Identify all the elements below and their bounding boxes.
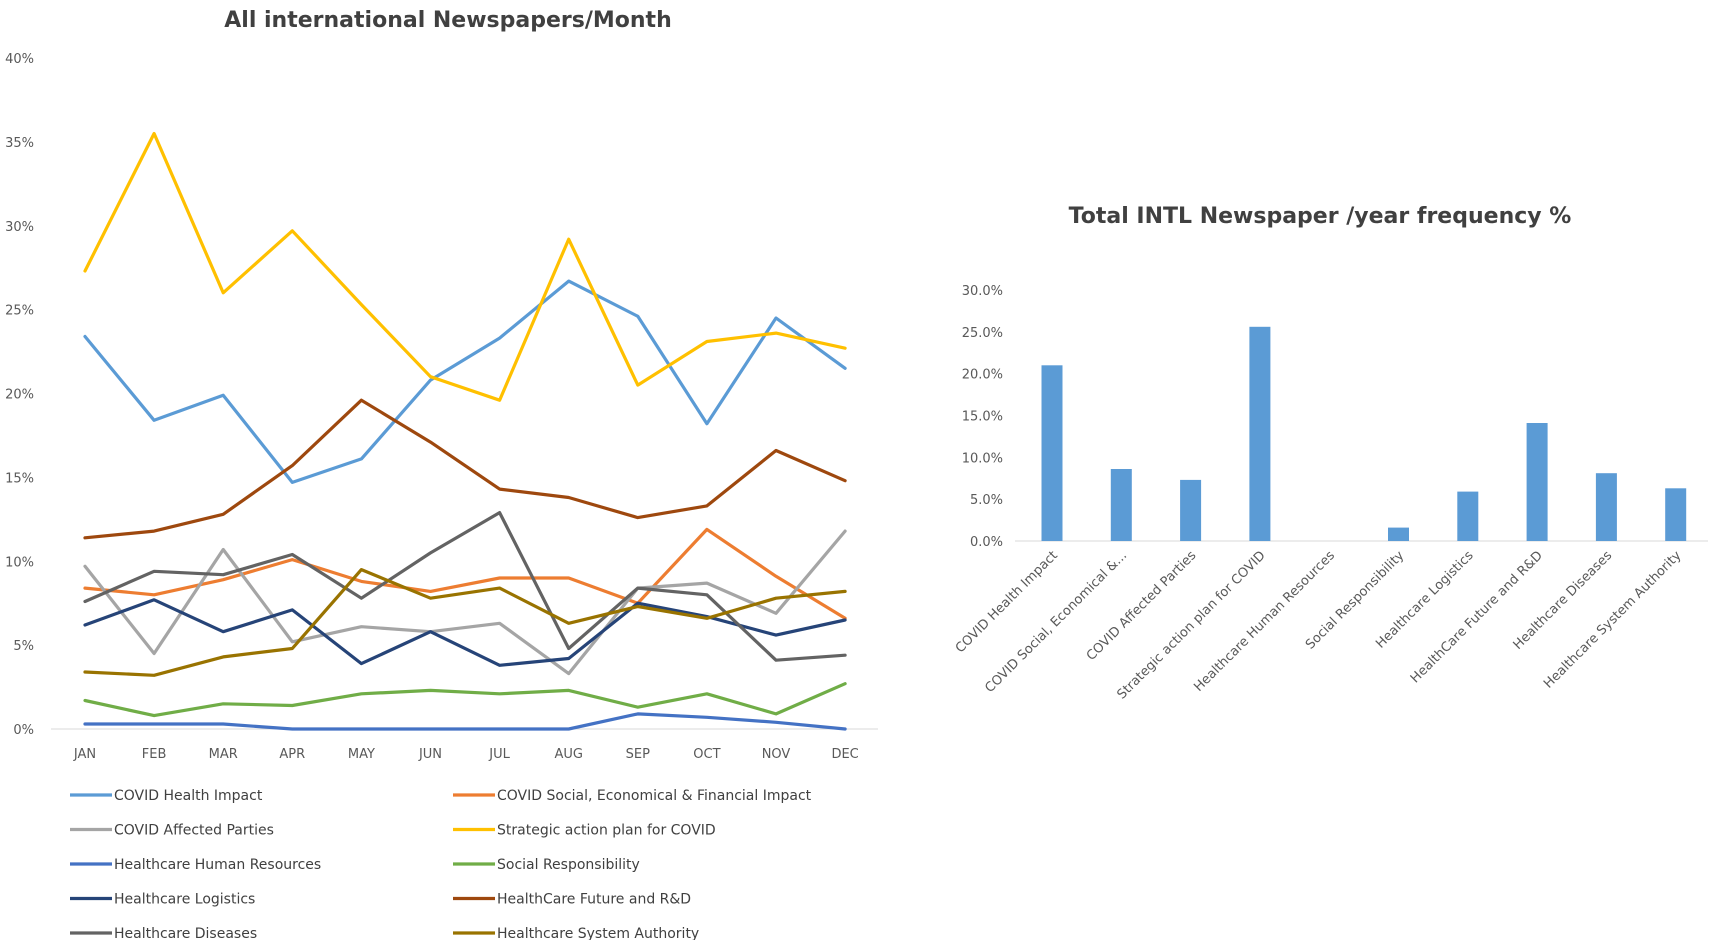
y-tick-label: 20.0% (962, 368, 1003, 383)
series-line (83, 527, 847, 620)
bar (1526, 423, 1548, 541)
legend-label: COVID Health Impact (114, 788, 263, 804)
y-tick-label: 35% (5, 136, 34, 151)
series-line (83, 398, 847, 540)
x-tick-label: NOV (762, 747, 791, 762)
bar (1388, 527, 1409, 541)
y-tick-label: 5.0% (970, 493, 1003, 508)
bar-chart: Total INTL Newspaper /year frequency % 0… (953, 204, 1708, 702)
series-line (83, 279, 847, 484)
x-tick-label: OCT (693, 747, 720, 762)
y-tick-label: 0% (13, 723, 34, 738)
x-tick-label: Strategic action plan for COVID (1115, 548, 1269, 702)
y-tick-label: 15.0% (962, 410, 1003, 425)
x-tick-label: DEC (831, 747, 858, 762)
bar-chart-y-axis: 0.0% 5.0% 10.0% 15.0% 20.0% 25.0% 30.0% (962, 284, 1003, 550)
bar (1595, 473, 1617, 541)
legend-label: Healthcare Logistics (114, 892, 255, 908)
legend-label: Healthcare Diseases (114, 926, 257, 940)
y-tick-label: 30% (5, 220, 34, 235)
line-chart-x-tick-labels: JAN FEB MAR APR MAY JUN JUL AUG SEP OCT NOV DEC (73, 747, 859, 762)
x-tick-label: FEB (142, 747, 167, 762)
y-tick-label: 15% (5, 471, 34, 486)
series-line (83, 598, 847, 667)
x-tick-label: JUN (418, 747, 442, 762)
line-chart-y-axis: 0% 5% 10% 15% 20% 25% 30% 35% 40% (5, 52, 34, 738)
line-chart-legend: COVID Health Impact COVID Social, Economi… (70, 788, 812, 940)
line-chart: All international Newspapers/Month 0% 5% 1… (5, 8, 878, 940)
x-tick-label: COVID Social, Economical &... (982, 548, 1130, 696)
legend-label: Healthcare Human Resources (114, 857, 321, 873)
x-tick-label: JUL (488, 747, 510, 762)
legend-label: Strategic action plan for COVID (497, 823, 716, 839)
y-tick-label: 40% (5, 52, 34, 67)
legend-label: Healthcare System Authority (497, 926, 699, 940)
bar-chart-title: Total INTL Newspaper /year frequency % (1069, 204, 1572, 229)
bar (1249, 326, 1271, 541)
y-tick-label: 25.0% (962, 326, 1003, 341)
bar (1180, 479, 1202, 541)
y-tick-label: 5% (13, 639, 34, 654)
x-tick-label: MAR (209, 747, 238, 762)
series-line (83, 567, 847, 677)
series-line (83, 131, 847, 402)
series-line (83, 510, 847, 662)
y-tick-label: 10% (5, 555, 34, 570)
legend-label: COVID Affected Parties (114, 823, 274, 839)
bar-chart-bars (1041, 326, 1687, 541)
series-line (83, 529, 847, 676)
x-tick-label: SEP (626, 747, 650, 762)
y-tick-label: 10.0% (962, 451, 1003, 466)
bar (1457, 491, 1479, 541)
series-line (83, 712, 847, 731)
y-tick-label: 25% (5, 304, 34, 319)
y-tick-label: 30.0% (962, 284, 1003, 299)
series-line (83, 682, 847, 718)
legend-label: Social Responsibility (497, 857, 640, 873)
y-tick-label: 20% (5, 388, 34, 403)
x-tick-label: AUG (554, 747, 582, 762)
bar (1665, 488, 1687, 541)
line-chart-series (83, 131, 847, 731)
x-tick-label: JAN (73, 747, 96, 762)
y-tick-label: 0.0% (970, 535, 1003, 550)
x-tick-label: HealthCare Future and R&D (1408, 548, 1546, 686)
x-tick-label: Healthcare Human Resources (1191, 548, 1338, 695)
legend-label: COVID Social, Economical & Financial Imp… (497, 788, 812, 804)
x-tick-label: APR (279, 747, 305, 762)
legend-label: HealthCare Future and R&D (497, 892, 691, 908)
bar (1110, 469, 1132, 541)
bar (1041, 365, 1063, 541)
x-tick-label: Healthcare System Authority (1541, 548, 1685, 692)
line-chart-title: All international Newspapers/Month (224, 8, 672, 33)
x-tick-label: MAY (348, 747, 375, 762)
